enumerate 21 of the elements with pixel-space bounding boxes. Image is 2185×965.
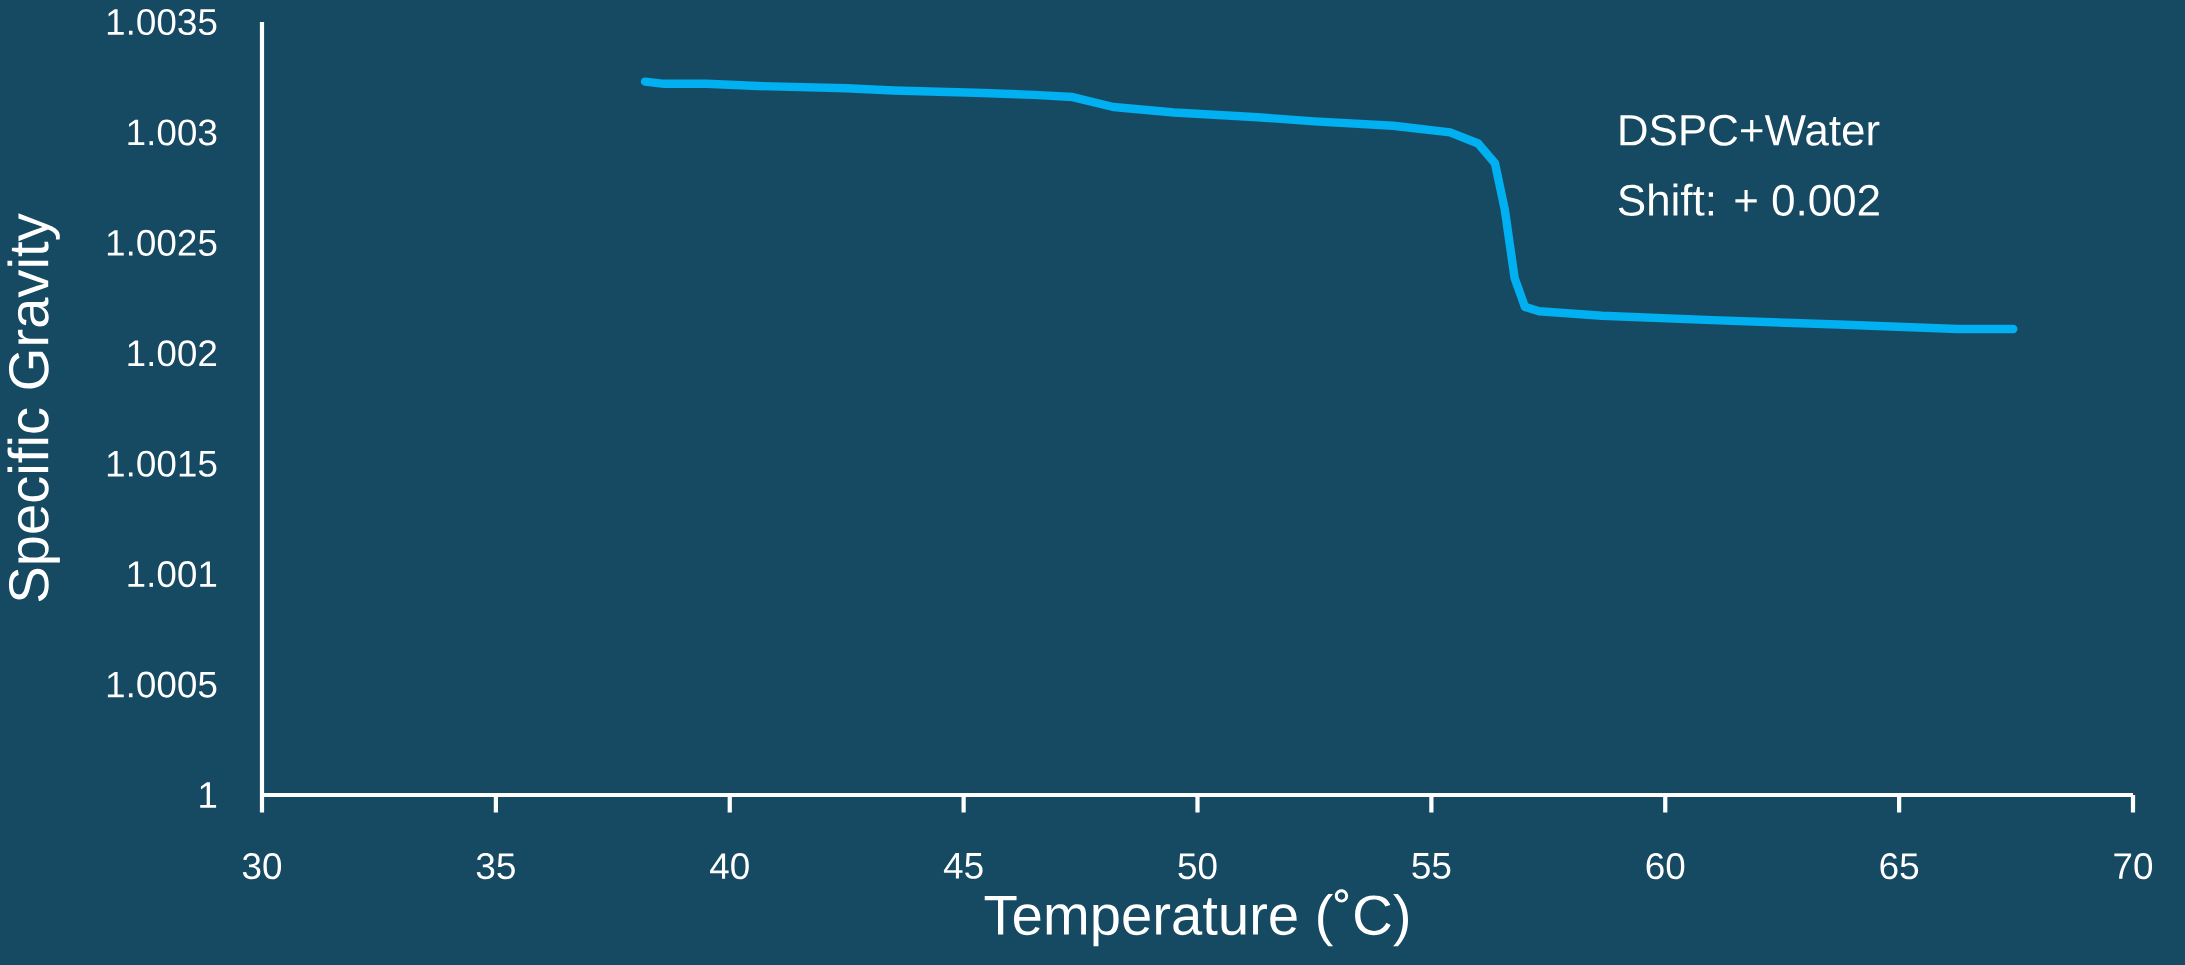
x-tick-label: 65 [1880, 853, 1919, 880]
x-tick-label: 40 [710, 853, 749, 880]
y-tick-label: 1.0025 [107, 229, 217, 256]
x-axis-title: Temperature (˚C) [984, 889, 1408, 947]
x-tick-label: 35 [476, 853, 515, 880]
y-tick-label: 1.002 [128, 340, 217, 367]
y-tick-label: 1.003 [128, 119, 217, 146]
x-tick-label: 30 [242, 853, 282, 880]
y-tick-label: 1.001 [128, 561, 217, 588]
y-tick-label: 1.0005 [107, 671, 217, 698]
x-tick-label: 55 [1412, 853, 1451, 879]
x-tick-label: 45 [943, 853, 983, 879]
annotation: DSPC+Water [1620, 114, 1880, 146]
annotation: Shift: + 0.002 [1618, 183, 1879, 216]
x-tick-label: 70 [2114, 853, 2153, 880]
x-tick-label: 50 [1178, 853, 1217, 880]
x-tick-label: 60 [1646, 853, 1685, 880]
y-axis-title: Specific Gravity [7, 213, 60, 602]
y-tick-label: 1.0035 [107, 8, 217, 36]
y-tick-label: 1 [200, 782, 217, 808]
y-tick-label: 1.0015 [107, 450, 217, 477]
